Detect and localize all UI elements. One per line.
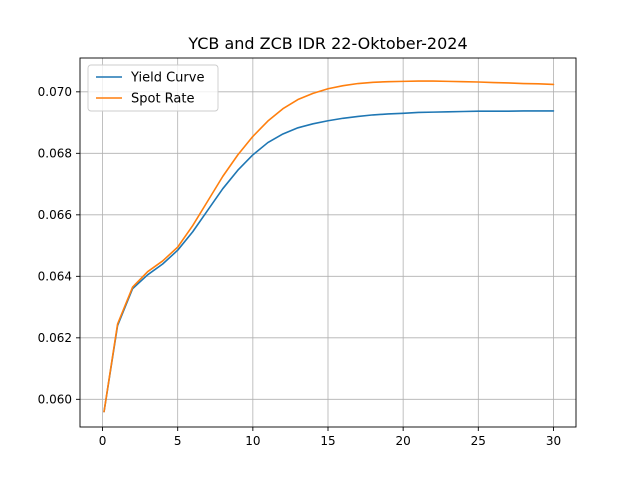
series-lines <box>103 80 555 413</box>
y-tick-label: 0.060 <box>38 392 72 406</box>
x-tick-label: 25 <box>471 434 486 448</box>
y-tick-label: 0.062 <box>38 331 72 345</box>
x-tick-label: 10 <box>245 434 260 448</box>
axes: 0 5 10 15 20 25 30 0.060 0.062 0.064 0.066 0.068 0.0… <box>38 57 577 448</box>
series-line-yield-curve <box>103 110 555 413</box>
legend-label: Yield Curve <box>130 71 204 86</box>
x-tick-label: 30 <box>546 434 561 448</box>
x-tick-label: 15 <box>320 434 335 448</box>
chart-title: YCB and ZCB IDR 22-Oktober-2024 <box>187 34 467 53</box>
y-tick-label: 0.068 <box>38 146 72 160</box>
x-tick-label: 20 <box>396 434 411 448</box>
series-line-spot-rate <box>103 80 555 413</box>
y-tick-label: 0.064 <box>38 269 72 283</box>
legend-label: Spot Rate <box>131 92 195 107</box>
grid <box>80 58 576 427</box>
y-tick-label: 0.066 <box>38 208 72 222</box>
x-tick-label: 5 <box>174 434 182 448</box>
x-tick-label: 0 <box>99 434 107 448</box>
y-tick-label: 0.070 <box>38 85 72 99</box>
legend: Yield Curve Spot Rate <box>87 64 219 112</box>
